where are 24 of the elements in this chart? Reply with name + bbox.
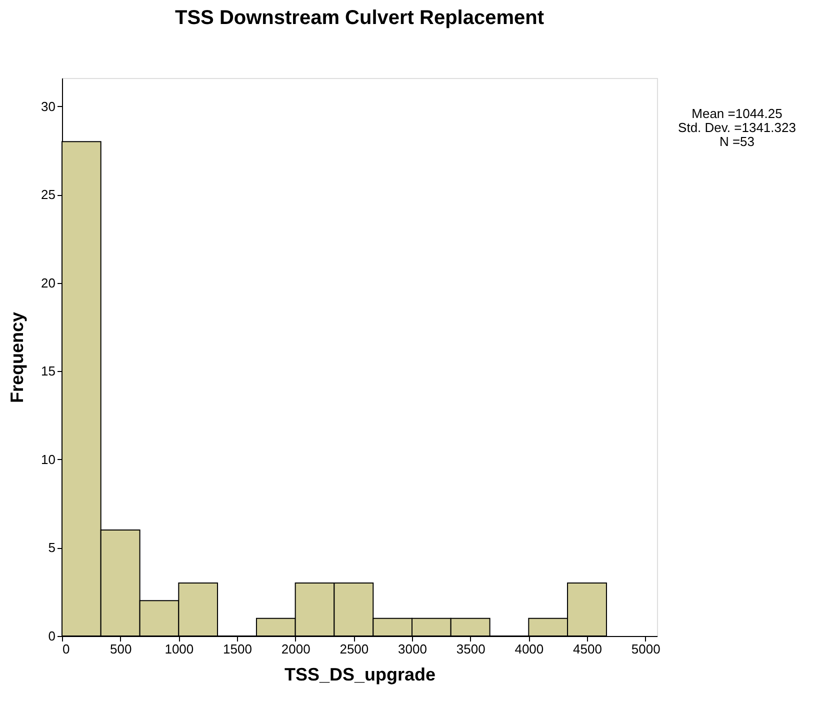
x-axis-title: TSS_DS_upgrade [284, 664, 436, 684]
x-tick-label: 0 [62, 642, 70, 656]
x-tick-label: 500 [110, 642, 132, 656]
text: N =53 [719, 134, 755, 149]
x-tick-label: 2000 [281, 642, 310, 656]
y-tick-label: 15 [41, 364, 56, 379]
x-tick-label: 4000 [514, 642, 544, 656]
x-tick-label: 2500 [340, 642, 369, 656]
x-tick-label: 1500 [223, 642, 252, 656]
y-axis-title: Frequency [7, 312, 28, 404]
y-tick-label: 10 [41, 452, 56, 467]
y-tick-label: 25 [41, 187, 56, 202]
y-tick-label: 30 [41, 98, 56, 114]
y-tick-label: 5 [48, 540, 56, 556]
x-tick-label: 3000 [398, 642, 427, 656]
chart-title: TSS Downstream Culvert Replacement [175, 7, 544, 29]
x-tick-label: 4500 [573, 642, 602, 656]
text: Mean =1044.25 [692, 106, 782, 121]
text: Std. Dev. =1341.323 [678, 120, 796, 135]
y-tick-label: 20 [41, 275, 56, 290]
x-tick-label: 5000 [631, 642, 660, 656]
x-tick-label: 3500 [456, 642, 486, 656]
y-tick-label: 0 [48, 628, 56, 644]
x-tick-label: 1000 [164, 642, 194, 656]
